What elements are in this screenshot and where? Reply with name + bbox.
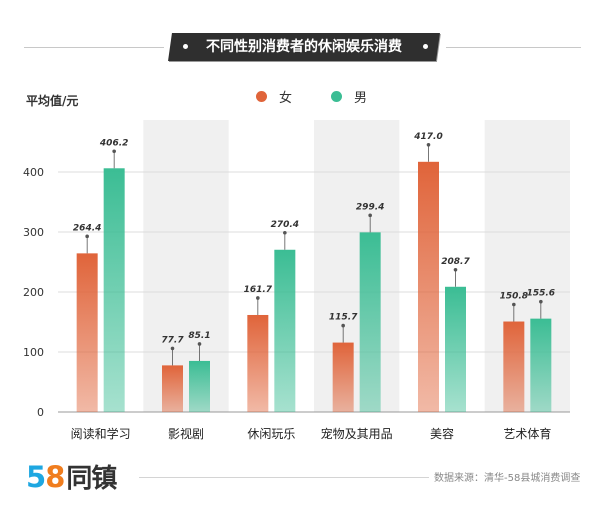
data-label: 155.6 bbox=[527, 289, 555, 299]
legend-label-female: 女 bbox=[279, 91, 293, 106]
y-tick-label: 300 bbox=[23, 226, 44, 239]
value-pin-dot bbox=[453, 267, 458, 272]
bar-female bbox=[247, 314, 269, 412]
value-pin-dot bbox=[197, 342, 202, 346]
bar-male bbox=[189, 360, 210, 412]
bar-male bbox=[359, 232, 381, 412]
chart-title: 不同性别消费者的休闲娱乐消费 bbox=[206, 39, 402, 55]
value-pin-dot bbox=[283, 230, 287, 235]
x-tick-label: 影视剧 bbox=[168, 426, 204, 441]
legend-swatch-male bbox=[331, 91, 342, 102]
bar-male bbox=[103, 168, 125, 412]
logo-name: 同镇 bbox=[66, 464, 117, 494]
x-tick-label: 阅读和学习 bbox=[71, 426, 131, 441]
bar-female bbox=[332, 342, 354, 412]
data-label: 299.4 bbox=[356, 202, 384, 212]
legend-label-male: 男 bbox=[354, 91, 368, 106]
y-tick-label: 0 bbox=[37, 406, 44, 419]
data-label: 115.7 bbox=[329, 313, 358, 323]
bar-female bbox=[162, 365, 183, 412]
footer-rule bbox=[139, 477, 429, 478]
value-pin-dot bbox=[426, 143, 431, 147]
bar-male bbox=[530, 318, 552, 412]
data-label: 85.1 bbox=[188, 331, 210, 341]
category-band bbox=[143, 120, 229, 412]
value-pin-dot bbox=[85, 234, 89, 239]
value-pin-dot bbox=[512, 302, 516, 307]
data-label: 264.4 bbox=[73, 223, 101, 233]
y-tick-label: 100 bbox=[23, 346, 44, 359]
value-pin-dot bbox=[368, 213, 372, 218]
legend-item-female: 女 bbox=[256, 87, 292, 106]
legend-swatch-female bbox=[256, 91, 267, 102]
data-source: 数据来源：清华-58县城消费调查 bbox=[434, 473, 581, 484]
title-dot-right bbox=[423, 44, 428, 49]
bar-male bbox=[274, 249, 296, 412]
value-pin-dot bbox=[112, 149, 116, 154]
y-tick-label: 200 bbox=[23, 286, 44, 299]
x-tick-label: 休闲玩乐 bbox=[247, 427, 295, 441]
x-tick-label: 艺术体育 bbox=[503, 426, 551, 441]
logo-digit-5: 5 bbox=[26, 460, 46, 494]
x-tick-label: 宠物及其用品 bbox=[321, 426, 393, 441]
category-band bbox=[314, 120, 400, 412]
value-pin-dot bbox=[341, 323, 345, 328]
bar-male bbox=[445, 286, 466, 412]
value-pin-dot bbox=[170, 346, 175, 351]
bar-female bbox=[418, 161, 439, 412]
value-pin-dot bbox=[539, 299, 543, 304]
y-axis-title: 平均值/元 bbox=[26, 94, 79, 108]
category-band bbox=[484, 120, 570, 412]
bar-female bbox=[76, 253, 98, 412]
logo-digit-8: 8 bbox=[45, 460, 65, 494]
data-label: 77.7 bbox=[161, 335, 184, 345]
legend-item-male: 男 bbox=[331, 87, 367, 106]
title-rule-right bbox=[446, 47, 581, 48]
title-rule-left bbox=[24, 47, 164, 48]
data-label: 270.4 bbox=[271, 220, 299, 230]
y-tick-label: 400 bbox=[23, 166, 44, 179]
value-pin-dot bbox=[256, 296, 260, 300]
data-label: 417.0 bbox=[413, 132, 442, 142]
data-label: 208.7 bbox=[441, 257, 470, 267]
bar-female bbox=[503, 321, 525, 412]
data-label: 406.2 bbox=[99, 138, 128, 148]
data-label: 150.8 bbox=[500, 292, 528, 302]
data-label: 161.7 bbox=[244, 285, 273, 295]
brand-logo: 58同镇 bbox=[26, 458, 117, 495]
x-tick-label: 美容 bbox=[430, 426, 454, 441]
title-dot-left bbox=[183, 44, 188, 49]
